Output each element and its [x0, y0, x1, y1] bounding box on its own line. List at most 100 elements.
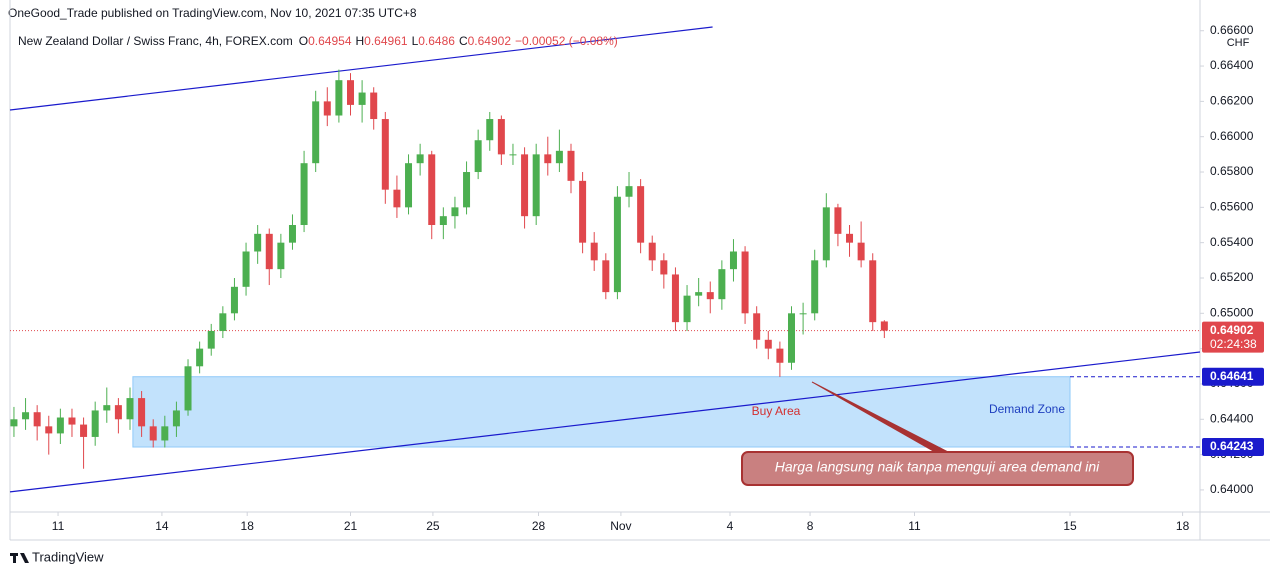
last-price-box: [1202, 321, 1264, 353]
publisher: OneGood_Trade published on TradingView.c…: [8, 6, 417, 20]
candle-body: [567, 150, 575, 181]
candle-body: [648, 242, 656, 261]
candle-body: [857, 242, 865, 261]
candle-body: [474, 140, 482, 173]
candle-body: [764, 339, 772, 349]
ohlc-letter: O: [299, 34, 308, 48]
candle-body: [613, 196, 621, 293]
demand-zone: [132, 376, 1071, 448]
y-tick-label: 0.65800: [1210, 164, 1254, 178]
candle-body: [497, 119, 505, 155]
candle-body: [846, 233, 854, 243]
candle-body: [683, 295, 691, 323]
candle-body: [10, 419, 18, 427]
y-tick-label: 0.65600: [1210, 200, 1254, 214]
candle-body: [33, 412, 41, 427]
symbol-title: New Zealand Dollar / Swiss Franc, 4h, FO…: [18, 34, 293, 48]
candle-body: [126, 398, 134, 420]
buy-area-label: Buy Area: [752, 404, 801, 418]
candle-body: [219, 313, 227, 331]
candle-body: [741, 251, 749, 314]
x-tick-label: 4: [727, 519, 734, 533]
candle-body: [869, 260, 877, 323]
candle-body: [799, 313, 807, 315]
candle-body: [451, 207, 459, 217]
candle-body: [393, 189, 401, 208]
candle-body: [381, 119, 389, 190]
y-tick-label: 0.66000: [1210, 129, 1254, 143]
x-tick-label: 14: [155, 519, 169, 533]
x-tick-label: Nov: [610, 519, 631, 533]
candle-body: [729, 251, 737, 270]
brand-logo-c: [20, 553, 29, 563]
y-tick-label: 0.66600: [1210, 23, 1254, 37]
candle-body: [22, 412, 30, 420]
candle-body: [811, 260, 819, 314]
candle-body: [103, 405, 111, 411]
candle-body: [172, 410, 180, 427]
candle-body: [416, 154, 424, 164]
candle-body: [346, 80, 354, 105]
candle-body: [822, 207, 830, 261]
candle-body: [486, 119, 494, 141]
brand: TradingView: [32, 549, 104, 564]
candle-body: [300, 163, 308, 226]
zone-price-label: 0.64641: [1210, 369, 1254, 383]
candle-body: [56, 417, 64, 434]
countdown: 02:24:38: [1210, 337, 1257, 351]
x-tick-label: 25: [426, 519, 440, 533]
x-tick-label: 18: [241, 519, 255, 533]
zone-price-box: [1202, 438, 1264, 457]
candle-body: [161, 426, 169, 441]
x-tick-label: 21: [344, 519, 358, 533]
x-tick-label: 18: [1176, 519, 1190, 533]
candle-body: [660, 260, 668, 275]
candle-body: [114, 405, 122, 420]
candle-body: [671, 274, 679, 323]
candle-body: [68, 417, 76, 425]
candle-body: [358, 92, 366, 105]
candle-body: [463, 172, 471, 208]
legend: New Zealand Dollar / Swiss Franc, 4h, FO…: [18, 34, 618, 48]
change: −0.00052 (−0.08%): [515, 34, 618, 48]
currency: CHF: [1227, 37, 1250, 49]
y-tick-label: 0.65000: [1210, 305, 1254, 319]
candle-body: [91, 410, 99, 437]
candle-body: [207, 330, 215, 349]
candle-body: [370, 92, 378, 120]
candle-body: [555, 150, 563, 164]
candle-body: [254, 233, 262, 252]
callout-box: [741, 451, 1134, 486]
candle-body: [509, 154, 517, 156]
x-tick-label: 11: [908, 519, 921, 533]
ohlc-value: 0.64902: [468, 34, 512, 48]
ohlc-value: 0.6486: [418, 34, 455, 48]
candle-body: [184, 366, 192, 411]
candle-body: [265, 233, 273, 270]
candle-body: [138, 398, 146, 427]
x-tick-label: 15: [1063, 519, 1077, 533]
x-tick-label: 8: [807, 519, 814, 533]
x-tick-label: 11: [52, 519, 65, 533]
trendline: [9, 26, 713, 111]
last-price-label: 0.64902: [1210, 323, 1254, 337]
callout-text: Harga langsung naik tanpa menguji area d…: [775, 459, 1100, 475]
y-tick-label: 0.64400: [1210, 411, 1254, 425]
zone-price-box: [1202, 367, 1264, 386]
candle-body: [242, 251, 250, 287]
candle-body: [787, 313, 795, 363]
candle-body: [277, 242, 285, 270]
candle-body: [230, 286, 238, 314]
candle-body: [149, 426, 157, 441]
candle-body: [312, 101, 320, 164]
candle-body: [880, 321, 888, 331]
ohlc-letter: H: [356, 34, 365, 48]
candle-body: [602, 260, 610, 293]
candle-body: [753, 313, 761, 340]
candle-body: [196, 348, 204, 367]
candle-body: [521, 154, 529, 217]
candle-body: [776, 348, 784, 363]
trendline: [9, 351, 1201, 493]
ohlc-letter: C: [459, 34, 468, 48]
